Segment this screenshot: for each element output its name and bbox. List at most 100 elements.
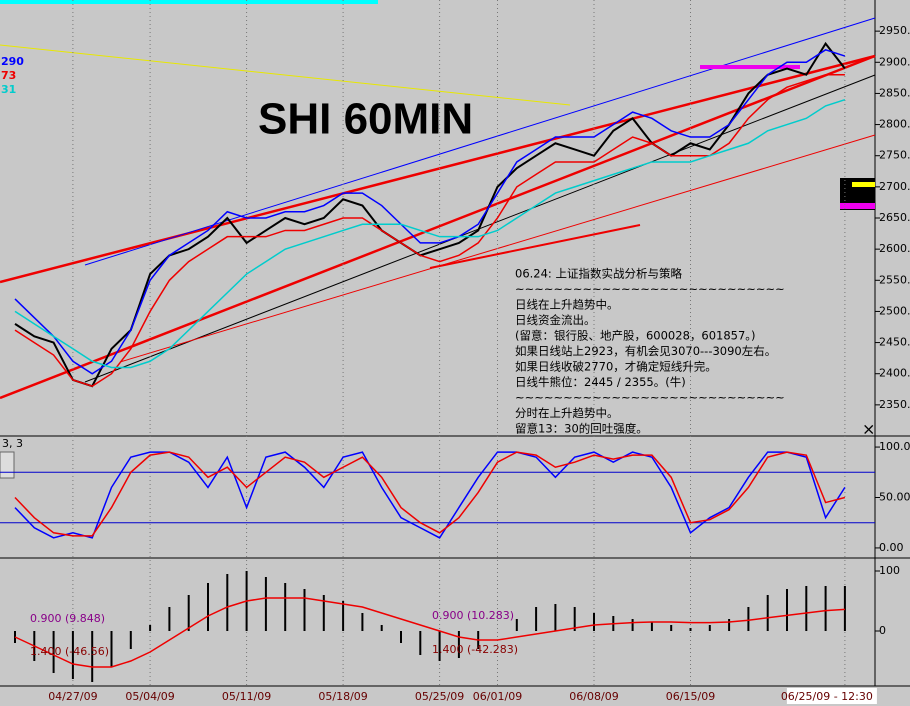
price-line bbox=[14, 41, 846, 388]
trend-line bbox=[0, 54, 876, 400]
histogram-bar bbox=[400, 631, 402, 643]
histogram-bar bbox=[573, 607, 576, 631]
x-tick-label: 06/08/09 bbox=[569, 690, 618, 703]
indicator-line bbox=[14, 73, 845, 387]
histogram-bar bbox=[149, 625, 152, 631]
chart-title: SHI 60MIN bbox=[258, 95, 473, 144]
histogram-bar bbox=[342, 601, 345, 631]
histogram-bar bbox=[207, 583, 209, 631]
y-tick-label: 100 bbox=[879, 564, 900, 577]
y-tick-label: 2450. bbox=[879, 336, 910, 349]
y-tick-label: 2750. bbox=[879, 149, 910, 162]
annotation: 1.400 (-42.283) bbox=[432, 643, 518, 656]
y-tick-label: 2350. bbox=[879, 398, 910, 411]
panel-button bbox=[0, 451, 15, 479]
annotation: ~~~~~~~~~~~~~~~~~~~~~~~~~~~~ bbox=[515, 282, 785, 296]
panel-title: 3, 3 bbox=[2, 437, 23, 450]
annotation: 1.400 (-46.56) bbox=[30, 645, 109, 658]
annotation: (留意：银行股、地产股，600028，601857。) bbox=[515, 329, 756, 343]
y-tick-label: 2650. bbox=[879, 211, 910, 224]
y-tick-label: 2550. bbox=[879, 273, 910, 286]
y-tick-label: 0.00 bbox=[879, 541, 904, 554]
annotation: 日线资金流出。 bbox=[515, 313, 596, 327]
histogram-bar bbox=[786, 589, 788, 631]
histogram-bar bbox=[631, 619, 634, 631]
close-icon[interactable]: × bbox=[862, 420, 875, 439]
histogram-bar bbox=[361, 613, 364, 631]
date-box bbox=[786, 688, 877, 704]
histogram-bar bbox=[91, 631, 94, 682]
x-tick-label: 04/27/09 bbox=[48, 690, 97, 703]
histogram-bar bbox=[747, 607, 750, 631]
annotation: 分时在上升趋势中。 bbox=[515, 406, 619, 420]
histogram-bar bbox=[168, 607, 171, 631]
x-tick-label: 05/04/09 bbox=[125, 690, 174, 703]
histogram-bar bbox=[515, 619, 518, 631]
histogram-bar bbox=[670, 625, 673, 631]
x-tick-label: 05/25/09 bbox=[415, 690, 464, 703]
y-tick-label: 2400. bbox=[879, 367, 910, 380]
histogram-bar bbox=[728, 619, 731, 631]
x-tick-label: 05/18/09 bbox=[318, 690, 367, 703]
annotation: 日线在上升趋势中。 bbox=[515, 298, 619, 312]
histogram-bar bbox=[264, 577, 267, 631]
histogram-bar bbox=[438, 631, 441, 661]
y-tick-label: 2800. bbox=[879, 118, 910, 131]
histogram-bar bbox=[419, 631, 422, 655]
histogram-bar bbox=[457, 631, 460, 658]
annotation: ~~~~~~~~~~~~~~~~~~~~~~~~~~~~ bbox=[515, 391, 785, 405]
histogram-bar bbox=[71, 631, 74, 679]
histogram-bar bbox=[110, 631, 113, 667]
histogram-bar bbox=[805, 586, 808, 631]
y-tick-label: 2700. bbox=[879, 180, 910, 193]
histogram-bar bbox=[593, 613, 595, 631]
annotation: 日线牛熊位：2445 / 2355。(牛) bbox=[515, 375, 686, 389]
histogram-bar bbox=[284, 583, 287, 631]
annotation: 06.24: 上证指数实战分析与策略 bbox=[515, 267, 682, 281]
histogram-bar bbox=[187, 595, 190, 631]
indicator-line bbox=[14, 451, 846, 537]
y-tick-label: 2950. bbox=[879, 24, 910, 37]
annotation: 留意13：30的回吐强度。 bbox=[515, 422, 648, 436]
y-tick-label: 0 bbox=[879, 624, 886, 637]
histogram-bar bbox=[766, 595, 769, 631]
legend-entry: 290 bbox=[1, 55, 24, 68]
trend-line bbox=[0, 44, 571, 106]
x-tick-label: 06/01/09 bbox=[473, 690, 522, 703]
x-tick-label: 06/15/09 bbox=[666, 690, 715, 703]
y-tick-label: 50.00 bbox=[879, 490, 910, 503]
annotation: 0.900 (10.283) bbox=[432, 609, 514, 622]
annotation: 0.900 (9.848) bbox=[30, 612, 105, 625]
histogram-bar bbox=[380, 625, 383, 631]
histogram-bar bbox=[650, 622, 653, 631]
x-tick-label: 05/11/09 bbox=[222, 690, 271, 703]
histogram-bar bbox=[303, 589, 306, 631]
histogram-bar bbox=[554, 604, 557, 631]
y-tick-label: 100.00 bbox=[879, 440, 910, 453]
top-bar bbox=[0, 0, 378, 4]
indicator-line bbox=[14, 597, 845, 668]
histogram-bar bbox=[843, 586, 846, 631]
annotation: 如果日线站上2923，有机会见3070---3090左右。 bbox=[515, 344, 776, 358]
histogram-bar bbox=[226, 574, 229, 631]
histogram-bar bbox=[535, 607, 538, 631]
arrow bbox=[429, 224, 641, 269]
histogram-bar bbox=[52, 631, 55, 673]
legend-box bbox=[852, 182, 875, 187]
histogram-bar bbox=[708, 625, 711, 631]
y-tick-label: 2850. bbox=[879, 86, 910, 99]
histogram-bar bbox=[824, 586, 827, 631]
annotation: 如果日线收破2770，才确定短线升完。 bbox=[515, 360, 717, 374]
legend-entry: 31 bbox=[1, 83, 16, 96]
histogram-bar bbox=[322, 595, 325, 631]
indicator-line bbox=[14, 49, 846, 375]
x-tick-label: 06/25/09 - 12:30 bbox=[781, 690, 873, 703]
histogram-bar bbox=[689, 628, 692, 631]
trend-line bbox=[0, 54, 876, 284]
legend-box bbox=[840, 203, 875, 209]
y-tick-label: 2500. bbox=[879, 304, 910, 317]
histogram-bar bbox=[129, 631, 132, 649]
y-tick-label: 2600. bbox=[879, 242, 910, 255]
